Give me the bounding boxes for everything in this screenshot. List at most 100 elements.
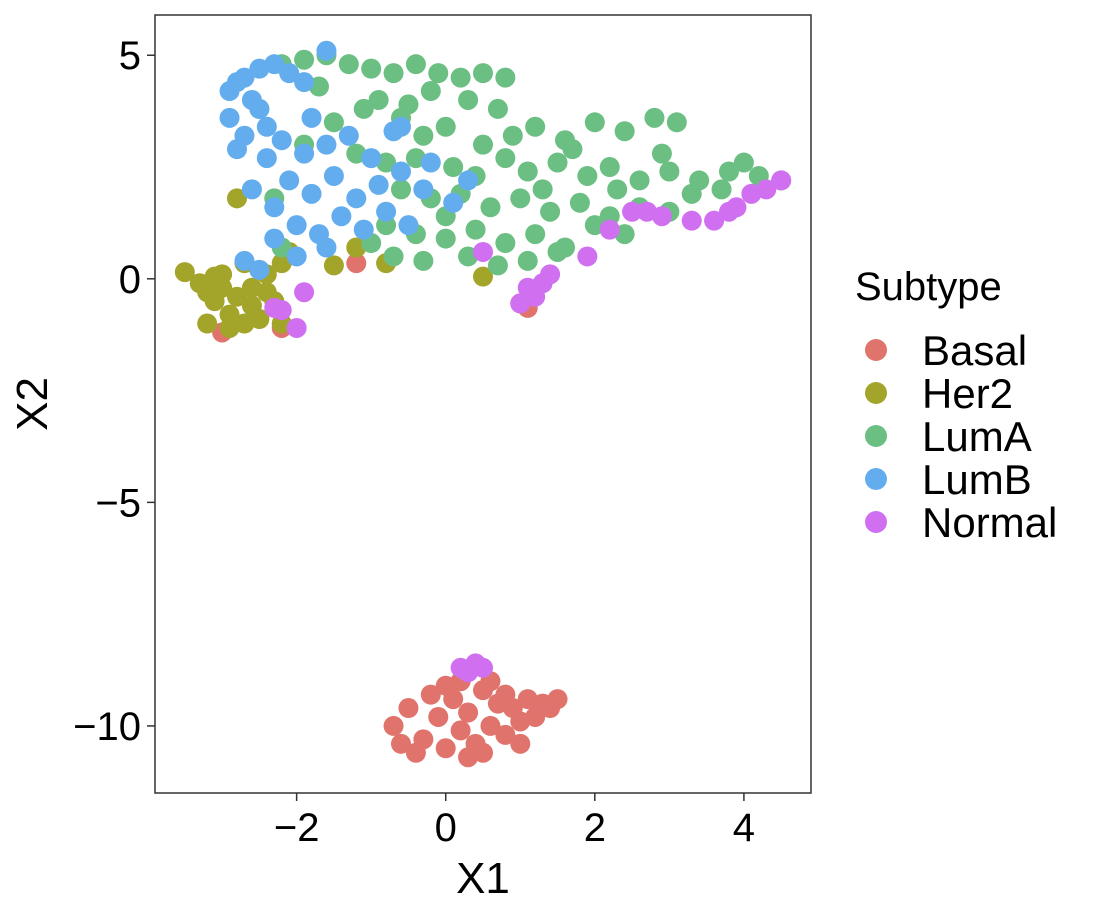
y-tick-label-0: 5 [119,34,141,78]
points-layer [174,40,792,768]
point-basal-28 [391,733,411,754]
point-her2-23 [197,313,218,334]
point-her2-14 [241,277,262,298]
x-tick-label-2: 2 [584,806,606,850]
point-normal-4 [510,293,531,314]
x-tick-label-3: 4 [733,806,755,850]
point-luma-14 [353,98,374,119]
legend-key-normal [865,511,887,533]
point-lumb-4 [279,63,300,84]
point-lumb-38 [286,246,307,267]
point-luma-11 [458,89,479,110]
point-luma-39 [719,161,739,182]
point-normal-10 [473,241,493,262]
point-luma-37 [659,161,680,182]
point-normal-13 [286,317,307,338]
point-luma-82 [398,94,419,115]
point-lumb-43 [227,72,247,93]
point-lumb-7 [219,107,240,128]
point-basal-20 [405,742,426,763]
point-luma-34 [577,165,598,186]
point-luma-56 [495,233,516,254]
point-basal-27 [510,733,531,754]
point-luma-18 [473,134,493,155]
point-basal-0 [383,715,404,736]
legend-key-basal [865,339,887,361]
legend-key-lumb [865,468,887,490]
x-tick-label-1: 0 [435,806,457,850]
point-basal-3 [428,706,449,727]
point-lumb-45 [301,107,322,128]
point-lumb-20 [279,170,300,191]
point-lumb-42 [241,89,262,110]
point-normal-8 [517,277,538,298]
legend-label-her2: Her2 [922,370,1013,417]
point-lumb-5 [294,72,315,93]
point-luma-10 [420,81,441,102]
legend-label-luma: LumA [922,413,1032,460]
point-her2-9 [249,309,270,330]
point-her2-18 [323,255,344,276]
point-basal-21 [420,684,441,705]
point-basal-32 [346,253,367,274]
point-lumb-23 [346,188,367,209]
point-luma-20 [525,116,546,137]
point-luma-83 [562,139,583,160]
point-her2-27 [212,264,233,285]
point-lumb-19 [264,197,285,218]
point-lumb-28 [458,170,479,191]
point-lumb-22 [323,165,344,186]
point-luma-55 [465,219,486,240]
point-lumb-14 [316,134,337,155]
point-her2-20 [473,266,493,287]
point-luma-3 [338,54,359,75]
point-luma-8 [450,67,471,88]
legend-label-basal: Basal [922,327,1027,374]
point-normal-24 [719,201,739,222]
point-her2-6 [227,286,247,307]
point-luma-65 [517,250,538,271]
point-lumb-16 [361,148,382,169]
point-normal-22 [771,170,792,191]
point-normal-21 [756,179,777,200]
point-luma-16 [413,125,434,146]
point-lumb-36 [234,250,255,271]
point-luma-9 [473,63,493,84]
point-luma-6 [405,54,426,75]
point-luma-31 [495,148,516,169]
point-luma-5 [383,63,404,84]
point-her2-0 [174,262,195,283]
point-luma-24 [644,107,665,128]
point-lumb-33 [376,201,397,222]
point-luma-64 [487,255,508,276]
point-luma-54 [435,228,456,249]
point-luma-76 [651,143,672,164]
point-lumb-44 [256,116,277,137]
point-lumb-29 [286,215,307,236]
point-luma-12 [487,98,508,119]
legend-label-lumb: LumB [922,456,1032,503]
point-normal-25 [599,219,620,240]
point-luma-7 [428,63,449,84]
legend-key-her2 [865,382,887,404]
point-lumb-11 [256,148,277,169]
point-luma-45 [480,197,501,218]
x-axis-title: X1 [456,854,510,903]
point-normal-11 [294,282,315,303]
point-lumb-27 [443,192,464,213]
point-basal-7 [458,702,479,723]
point-basal-26 [495,684,516,705]
point-lumb-13 [294,143,315,164]
point-luma-29 [443,157,464,178]
y-tick-label-1: 0 [119,258,141,302]
point-lumb-31 [331,206,352,227]
point-luma-32 [517,161,538,182]
point-luma-19 [502,125,523,146]
point-lumb-34 [398,215,419,236]
point-normal-17 [681,210,702,231]
y-tick-label-3: −10 [73,705,141,749]
x-tick-label-0: −2 [274,806,320,850]
point-lumb-32 [353,219,374,240]
point-normal-18 [704,210,725,231]
